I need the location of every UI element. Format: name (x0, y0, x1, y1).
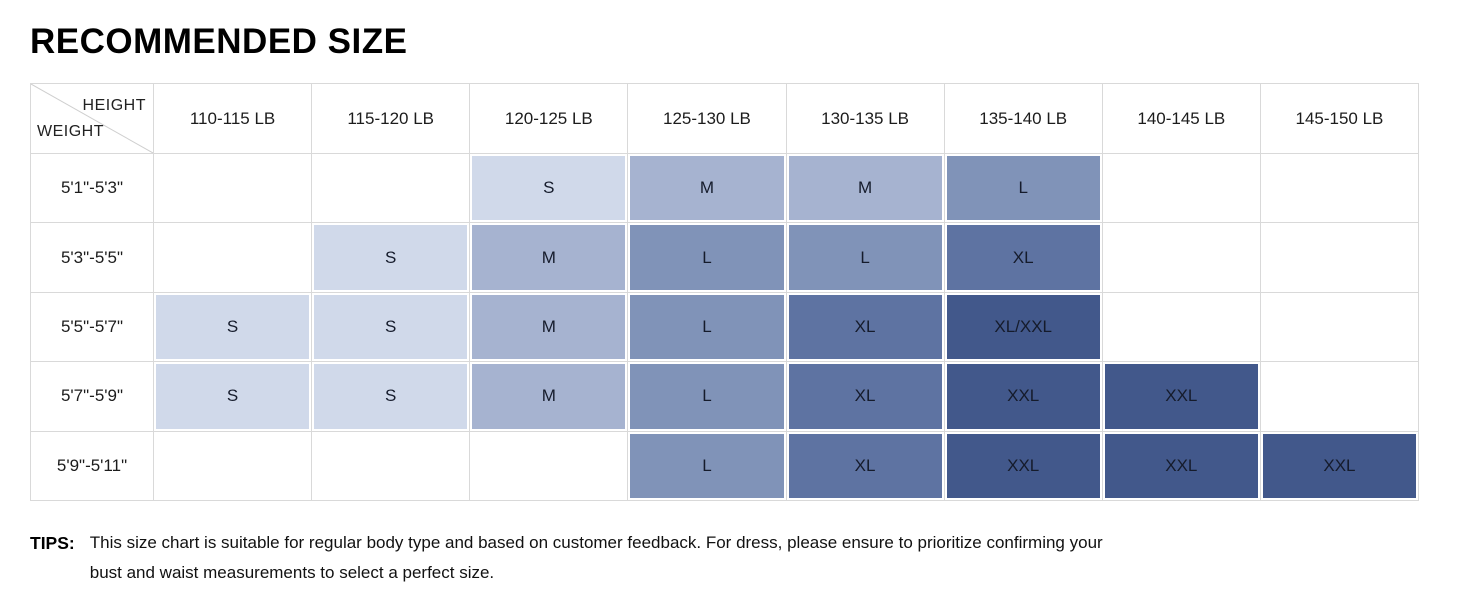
empty-cell (154, 154, 313, 224)
weight-header: 115-120 LB (312, 84, 471, 154)
corner-height-label: HEIGHT (82, 97, 146, 114)
empty-cell (1102, 292, 1261, 363)
size-cell: S (312, 292, 471, 363)
height-label: 5'9"-5'11" (31, 431, 154, 501)
size-cell: S (154, 292, 313, 363)
height-label: 5'1"-5'3" (31, 154, 154, 224)
size-cell: XL (786, 431, 945, 501)
size-cell: M (628, 154, 787, 224)
size-cell: L (628, 223, 787, 293)
size-cell: M (786, 154, 945, 224)
size-cell: M (470, 223, 629, 293)
size-cell: L (628, 292, 787, 363)
empty-cell (1102, 223, 1261, 293)
empty-cell (312, 431, 471, 501)
empty-cell (1260, 292, 1419, 363)
size-cell: XXL (1102, 362, 1261, 432)
empty-cell (1260, 223, 1419, 293)
table-row: 5'5"-5'7" S S M L XL XL/XXL (31, 292, 1419, 363)
table-row: 5'3"-5'5" S M L L XL (31, 223, 1419, 293)
size-cell: XXL (944, 362, 1103, 432)
size-cell: M (470, 362, 629, 432)
empty-cell (154, 431, 313, 501)
weight-header: 145-150 LB (1260, 84, 1419, 154)
corner-weight-label: WEIGHT (37, 123, 104, 140)
header-row: HEIGHT WEIGHT 110-115 LB 115-120 LB 120-12… (31, 84, 1419, 154)
size-cell: XL (786, 362, 945, 432)
size-cell: XL (944, 223, 1103, 293)
recommended-size-table: HEIGHT WEIGHT 110-115 LB 115-120 LB 120-12… (30, 83, 1419, 501)
page-title: RECOMMENDED SIZE (30, 22, 408, 61)
table-body: 5'1"-5'3" S M M L 5'3"-5'5" S M L L XL 5'5"-5'7" S S M… (31, 154, 1419, 501)
tips-section: TIPS: This size chart is suitable for re… (30, 528, 1434, 588)
weight-header: 125-130 LB (628, 84, 787, 154)
size-cell: M (470, 292, 629, 363)
weight-header: 120-125 LB (470, 84, 629, 154)
tips-label: TIPS: (30, 532, 75, 553)
empty-cell (154, 223, 313, 293)
tips-text: This size chart is suitable for regular … (89, 532, 1103, 582)
height-label: 5'3"-5'5" (31, 223, 154, 293)
size-cell: XL (786, 292, 945, 363)
empty-cell (1102, 154, 1261, 224)
height-label: 5'5"-5'7" (31, 292, 154, 363)
weight-header: 140-145 LB (1102, 84, 1261, 154)
weight-header: 110-115 LB (154, 84, 313, 154)
size-cell: S (154, 362, 313, 432)
weight-header: 135-140 LB (944, 84, 1103, 154)
table-row: 5'7"-5'9" S S M L XL XXL XXL (31, 362, 1419, 432)
weight-header: 130-135 LB (786, 84, 945, 154)
size-cell: XXL (944, 431, 1103, 501)
size-cell: S (312, 223, 471, 293)
diagonal-divider-icon (31, 84, 153, 153)
size-cell: L (786, 223, 945, 293)
height-label: 5'7"-5'9" (31, 362, 154, 432)
size-cell: XL/XXL (944, 292, 1103, 363)
empty-cell (1260, 362, 1419, 432)
size-cell: XXL (1102, 431, 1261, 501)
size-cell: L (944, 154, 1103, 224)
size-cell: S (312, 362, 471, 432)
size-cell: S (470, 154, 629, 224)
size-cell: L (628, 431, 787, 501)
size-cell: L (628, 362, 787, 432)
empty-cell (470, 431, 629, 501)
empty-cell (1260, 154, 1419, 224)
empty-cell (312, 154, 471, 224)
table-row: 5'1"-5'3" S M M L (31, 154, 1419, 224)
corner-cell: HEIGHT WEIGHT (31, 84, 154, 154)
table-row: 5'9"-5'11" L XL XXL XXL XXL (31, 431, 1419, 501)
size-cell: XXL (1260, 431, 1419, 501)
